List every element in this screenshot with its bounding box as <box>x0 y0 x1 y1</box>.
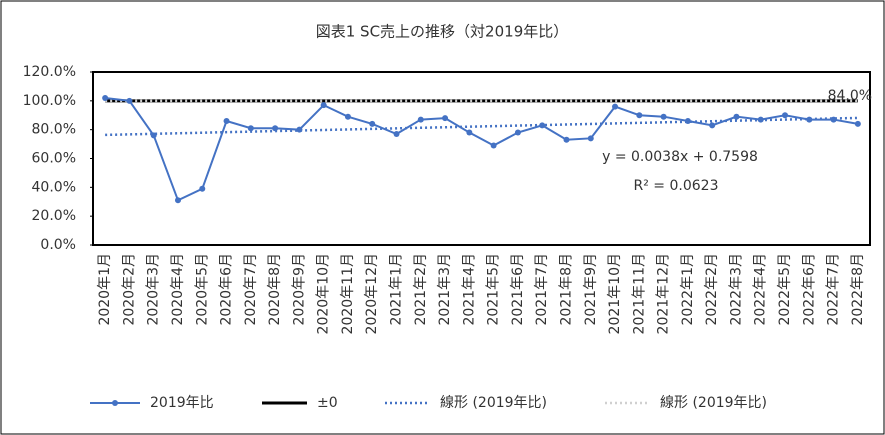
x-tick-label: 2021年6月 <box>510 253 526 326</box>
series-line <box>105 116 858 137</box>
point-marker <box>612 103 619 110</box>
point-marker <box>709 122 716 129</box>
data-label: 84.0% <box>828 88 872 104</box>
x-tick-label: 2022年3月 <box>728 253 744 326</box>
point-marker <box>490 142 497 149</box>
legend-label: 線形 (2019年比) <box>440 395 547 411</box>
y-tick-label: 100.0% <box>23 93 76 109</box>
x-tick-label: 2022年1月 <box>680 253 696 326</box>
x-tick-label: 2020年9月 <box>291 253 307 326</box>
y-tick-label: 40.0% <box>32 179 76 195</box>
point-marker <box>514 129 521 136</box>
x-tick-label: 2021年11月 <box>631 253 647 334</box>
point-marker <box>393 130 400 137</box>
x-tick-label: 2020年5月 <box>194 253 210 326</box>
x-tick-label: 2021年10月 <box>607 253 623 334</box>
point-marker <box>757 116 764 123</box>
point-marker <box>636 112 643 119</box>
point-marker <box>344 113 351 120</box>
point-marker <box>417 116 424 123</box>
x-tick-label: 2022年4月 <box>753 253 769 326</box>
point-marker <box>539 122 546 129</box>
point-marker <box>369 120 376 127</box>
x-tick-label: 2020年11月 <box>340 253 356 334</box>
x-tick-label: 2021年5月 <box>486 253 502 326</box>
x-tick-label: 2020年10月 <box>316 253 332 334</box>
point-marker <box>174 197 181 204</box>
x-tick-label: 2021年8月 <box>558 253 574 326</box>
point-marker <box>150 132 157 139</box>
point-marker <box>272 125 279 132</box>
point-marker <box>854 120 861 127</box>
x-tick-label: 2022年5月 <box>777 253 793 326</box>
trend-equation: y = 0.0038x + 0.7598 <box>602 149 758 165</box>
legend-label: ±0 <box>317 395 338 411</box>
point-marker <box>684 118 691 125</box>
point-marker <box>466 129 473 136</box>
x-tick-label: 2020年7月 <box>243 253 259 326</box>
chart-title: 図表1 SC売上の推移（対2019年比） <box>316 23 568 41</box>
point-marker <box>830 116 837 123</box>
x-tick-label: 2022年7月 <box>826 253 842 326</box>
point-marker <box>806 116 813 123</box>
x-tick-label: 2021年4月 <box>461 253 477 326</box>
y-tick-label: 80.0% <box>32 122 76 138</box>
x-tick-label: 2021年12月 <box>656 253 672 334</box>
y-tick-label: 0.0% <box>40 237 76 253</box>
x-tick-label: 2020年2月 <box>121 253 137 326</box>
x-tick-label: 2020年4月 <box>170 253 186 326</box>
x-tick-label: 2021年1月 <box>389 253 405 326</box>
point-marker <box>733 113 740 120</box>
point-marker <box>102 94 109 101</box>
trend-r2: R² = 0.0623 <box>634 178 719 194</box>
point-marker <box>296 126 303 133</box>
x-tick-label: 2020年12月 <box>364 253 380 334</box>
point-marker <box>442 115 449 122</box>
x-tick-label: 2020年1月 <box>97 253 113 326</box>
x-tick-label: 2021年3月 <box>437 253 453 326</box>
x-tick-label: 2020年8月 <box>267 253 283 326</box>
x-tick-label: 2021年2月 <box>413 253 429 326</box>
y-tick-label: 60.0% <box>32 151 76 167</box>
y-tick-label: 120.0% <box>23 64 76 80</box>
point-marker <box>126 97 133 104</box>
point-marker <box>223 118 230 125</box>
x-tick-label: 2022年6月 <box>801 253 817 326</box>
x-tick-label: 2022年8月 <box>850 253 866 326</box>
point-marker <box>199 185 206 192</box>
y-tick-label: 20.0% <box>32 208 76 224</box>
series-line <box>105 96 859 202</box>
x-tick-label: 2022年2月 <box>704 253 720 326</box>
point-marker <box>587 135 594 142</box>
x-tick-label: 2020年6月 <box>219 253 235 326</box>
x-tick-label: 2021年7月 <box>534 253 550 326</box>
legend-label: 2019年比 <box>150 395 214 411</box>
point-marker <box>660 113 667 120</box>
point-marker <box>563 136 570 143</box>
point-marker <box>782 112 789 119</box>
legend-marker <box>112 400 118 406</box>
legend-label: 線形 (2019年比) <box>660 395 767 411</box>
point-marker <box>247 125 254 132</box>
x-tick-label: 2021年9月 <box>583 253 599 326</box>
x-tick-label: 2020年3月 <box>146 253 162 326</box>
point-marker <box>320 102 327 109</box>
